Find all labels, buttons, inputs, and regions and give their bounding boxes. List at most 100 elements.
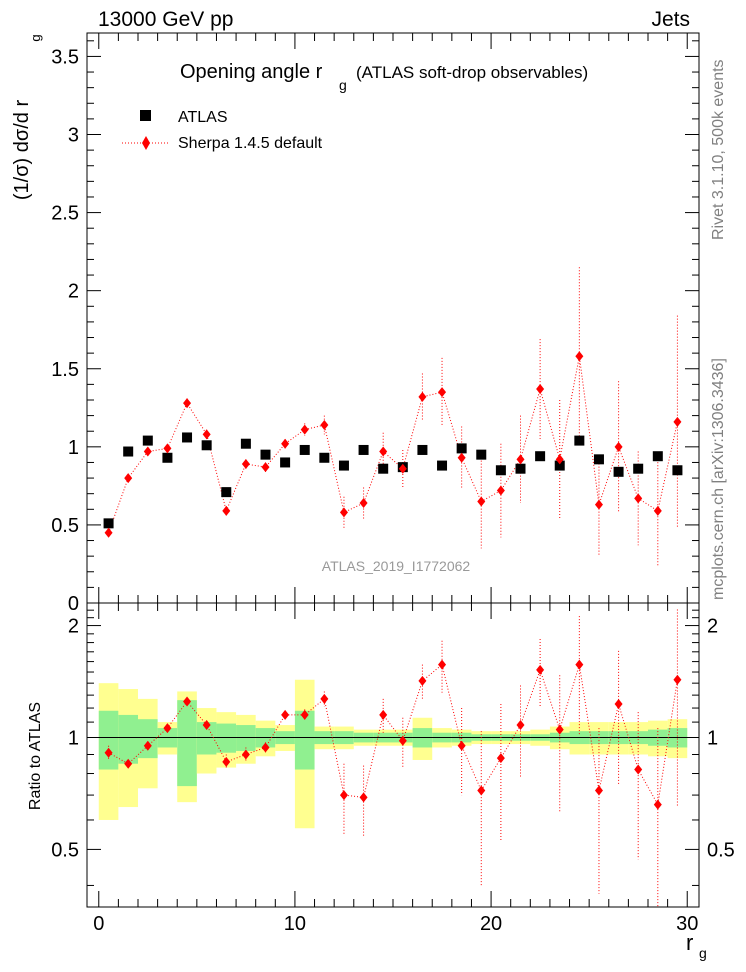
legend-label-sherpa: Sherpa 1.4.5 default — [178, 135, 323, 152]
main-x-axis — [98, 33, 688, 603]
mcplots-reference-text: mcplots.cern.ch [arXiv:1306.3436] — [710, 358, 727, 600]
data-point — [652, 451, 663, 462]
ratio-point — [163, 723, 172, 734]
band-inner — [294, 710, 315, 770]
ratio-point — [222, 756, 231, 767]
band-inner — [216, 723, 237, 753]
data-point — [554, 460, 565, 471]
ratio-point — [516, 720, 525, 731]
chart-title: Opening angle r — [180, 61, 323, 83]
band-inner — [138, 719, 158, 759]
data-point — [515, 463, 526, 474]
mc-point — [398, 463, 407, 474]
data-point — [417, 444, 428, 455]
mc-point — [104, 527, 113, 538]
band-inner — [177, 700, 197, 787]
header-left: 13000 GeV pp — [98, 8, 233, 31]
uncertainty-bands — [98, 679, 688, 829]
main-y-axis: 0 0.5 1 1.5 2 2.5 3 3.5 — [51, 40, 699, 615]
chart-title-suffix: (ATLAS soft-drop observables) — [356, 63, 588, 82]
mc-point — [163, 443, 172, 454]
band-inner — [236, 725, 256, 751]
ratio-y-tick-label-right: 0.5 — [707, 839, 735, 861]
mc-point — [281, 438, 290, 449]
data-points — [103, 432, 683, 529]
ratio-y-tick-label: 1 — [68, 727, 79, 749]
ratio-point — [359, 792, 368, 803]
mc-point — [320, 419, 329, 430]
legend-label-atlas: ATLAS — [178, 109, 228, 126]
ratio-point — [202, 720, 211, 731]
legend: ATLAS Sherpa 1.4.5 default — [122, 109, 323, 152]
ratio-point — [634, 764, 643, 775]
main-y-tick-label: 3.5 — [51, 46, 79, 68]
ratio-y-tick-label-right: 1 — [707, 727, 718, 749]
mc-point — [183, 398, 192, 409]
main-y-tick-label: 0 — [68, 593, 79, 615]
mc-point — [143, 446, 152, 457]
data-point — [338, 460, 349, 471]
data-point — [633, 463, 644, 474]
data-point — [358, 444, 369, 455]
data-point — [280, 457, 291, 468]
mc-point — [653, 505, 662, 516]
header-right: Jets — [651, 8, 690, 31]
ratio-point — [398, 735, 407, 746]
ratio-point — [575, 659, 584, 670]
ratio-x-axis: 0 10 20 30 — [93, 603, 698, 935]
ratio-points — [104, 659, 682, 810]
main-y-label: (1/σ) dσ/d r — [11, 100, 33, 201]
ratio-y-tick-label: 2 — [68, 616, 79, 638]
data-point — [495, 465, 506, 476]
ratio-y-label: Ratio to ATLAS — [27, 702, 44, 810]
main-y-tick-label: 0.5 — [51, 515, 79, 537]
mc-point — [261, 462, 270, 473]
main-y-tick-label: 2 — [68, 281, 79, 303]
mc-line — [108, 356, 678, 533]
ratio-point — [300, 709, 309, 720]
mc-point — [575, 351, 584, 362]
mc-point — [379, 446, 388, 457]
mc-point — [477, 496, 486, 507]
analysis-watermark: ATLAS_2019_I1772062 — [322, 558, 471, 574]
data-point — [123, 446, 134, 457]
ratio-point — [457, 740, 466, 751]
data-point — [437, 460, 448, 471]
mc-point — [594, 499, 603, 510]
x-tick-label: 10 — [284, 913, 306, 935]
ratio-point — [555, 724, 564, 735]
ratio-point — [653, 799, 662, 810]
data-point — [240, 438, 251, 449]
chart-title-subscript: g — [339, 77, 347, 93]
ratio-point — [536, 664, 545, 675]
mc-connecting-line — [108, 356, 678, 533]
data-point — [476, 449, 487, 460]
ratio-point — [104, 747, 113, 758]
ratio-point — [261, 742, 270, 753]
data-point — [319, 452, 330, 463]
mc-point — [516, 454, 525, 465]
ratio-point — [418, 675, 427, 686]
main-y-tick-label: 2.5 — [51, 203, 79, 225]
mc-point — [241, 459, 250, 470]
x-axis-label-subscript: g — [699, 945, 707, 961]
data-point — [182, 432, 193, 443]
main-y-tick-label: 1 — [68, 437, 79, 459]
mc-point — [438, 387, 447, 398]
mc-point — [457, 452, 466, 463]
x-axis-label: r — [686, 930, 693, 955]
band-inner — [196, 722, 217, 755]
ratio-point — [379, 709, 388, 720]
mc-point — [536, 384, 545, 395]
data-point — [535, 451, 546, 462]
mc-point — [124, 473, 133, 484]
ratio-point — [614, 699, 623, 710]
ratio-y-tick-label: 0.5 — [51, 839, 79, 861]
mc-point — [496, 485, 505, 496]
data-point — [142, 435, 153, 446]
mc-point — [339, 507, 348, 518]
mc-point — [300, 424, 309, 435]
data-point — [162, 452, 173, 463]
data-point — [456, 443, 467, 454]
mc-point — [418, 391, 427, 402]
